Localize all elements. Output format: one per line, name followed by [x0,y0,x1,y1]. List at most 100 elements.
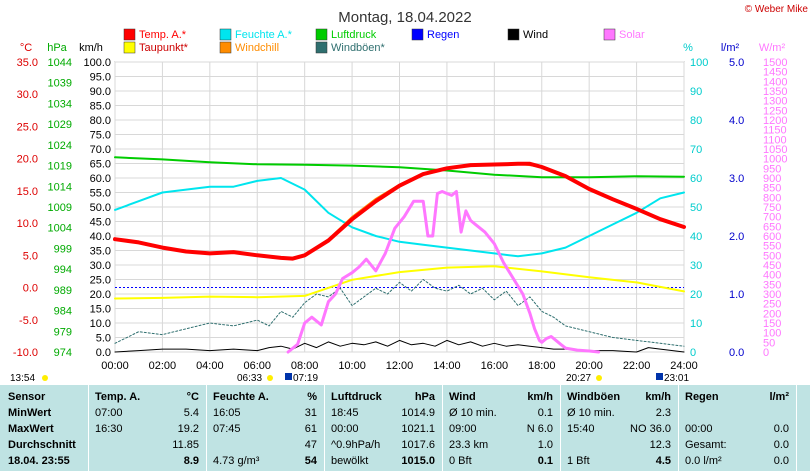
pressure-time: ^0.9hPa/h [331,439,381,451]
wind-value: 0.1 [537,407,553,419]
rain-time: 00:00 [685,423,713,435]
legend-label: Solar [619,29,645,41]
temp-tick-label: -5.0 [19,315,38,327]
time-left-label: 13:54 [10,373,35,384]
pressure-tick-label: 999 [54,243,72,255]
header-temp-unit: °C [186,391,199,403]
temp-value: 11.85 [172,439,199,451]
legend-swatch [315,41,328,54]
solar-tick-label: 950 [763,163,781,175]
wind-unit-label: km/h [79,42,103,54]
solar-tick-label: 1450 [763,67,787,79]
series-line [114,177,685,258]
wind-tick-label: 10.0 [90,318,111,330]
x-tick-label: 14:00 [433,360,461,372]
sunrise-icon [285,373,292,380]
wind-tick-label: 70.0 [90,144,111,156]
wind-tick-label: 0.0 [96,347,111,359]
humidity-tick-label: 10 [690,318,702,330]
humidity-tick-label: 0 [690,347,696,359]
rain-tick-label: 0.0 [729,347,744,359]
sun-icon [42,375,48,381]
pressure-tick-label: 989 [54,285,72,297]
sun-icon [596,375,602,381]
solar-tick-label: 1200 [763,115,787,127]
pressure-tick-label: 1029 [48,119,72,131]
solar-tick-label: 1500 [763,57,787,69]
wind-tick-label: 40.0 [90,231,111,243]
wind-tick-label: 95.0 [90,72,111,84]
rain-tick-label: 4.0 [729,115,744,127]
x-tick-label: 20:00 [575,360,603,372]
legend-label: Feuchte A.* [235,29,293,41]
temp-tick-label: 25.0 [17,121,38,133]
sun-markers: 13:54 06:33 07:19 20:27 23:01 [10,373,689,384]
temp-time: 16:30 [95,423,123,435]
solar-tick-label: 1400 [763,76,787,88]
x-tick-label: 08:00 [291,360,319,372]
wind-tick-label: 60.0 [90,173,111,185]
wind-tick-label: 65.0 [90,159,111,171]
rain-tick-label: 1.0 [729,289,744,301]
header-gust: Windböen [567,391,621,403]
header-rain-unit: l/m² [769,391,789,403]
humidity-tick-label: 30 [690,260,702,272]
rain-time: Gesamt: [685,439,727,451]
humidity-tick-label: 40 [690,231,702,243]
chart-series [113,156,686,354]
series-line [114,156,685,179]
pressure-tick-label: 1009 [48,202,72,214]
solar-tick-label: 1000 [763,154,787,166]
temp-value: 19.2 [177,423,199,435]
wind-tick-label: 20.0 [90,289,111,301]
humidity-tick-label: 90 [690,86,702,98]
legend-swatch [219,41,232,54]
solar-tick-label: 750 [763,202,781,214]
pressure-tick-label: 1014 [48,181,72,193]
solar-tick-label: 150 [763,318,781,330]
temp-tick-label: -10.0 [13,347,38,359]
header-temp: Temp. A. [95,391,141,403]
legend-swatch [315,28,328,41]
temp-tick-label: 0.0 [23,283,38,295]
wind-time: 09:00 [449,423,477,435]
row-label: MaxWert [8,423,54,435]
header-humidity-unit: % [307,391,317,403]
solar-tick-label: 900 [763,173,781,185]
legend-label: Temp. A.* [139,29,187,41]
pressure-unit-label: hPa [47,42,67,54]
solar-tick-label: 1050 [763,144,787,156]
pressure-value: 1015.0 [401,455,435,467]
pressure-tick-label: 1024 [48,140,72,152]
solar-tick-label: 350 [763,279,781,291]
solar-tick-label: 1300 [763,96,787,108]
wind-tick-label: 30.0 [90,260,111,272]
temp-time: 07:00 [95,407,123,419]
row-label: Durchschnitt [8,439,76,451]
x-tick-label: 16:00 [481,360,509,372]
temp-value: 5.4 [183,407,199,419]
pressure-tick-label: 1034 [48,98,72,110]
pressure-tick-label: 994 [54,264,72,276]
solar-tick-label: 500 [763,250,781,262]
chart-grid [114,61,685,353]
copyright-label: © Weber Mike [745,4,809,15]
humidity-time: 07:45 [213,423,241,435]
wind-tick-label: 80.0 [90,115,111,127]
chart-axes: 35.0 30.0 25.0 20.0 15.0 10.0 5.0 0.0 -5.0 -10.0 1… [13,57,788,359]
solar-tick-label: 0 [763,347,769,359]
solar-tick-label: 1150 [763,125,787,137]
rain-value: 0.0 [773,423,789,435]
pressure-time: bewölkt [331,455,369,467]
chart-title: Montag, 18.04.2022 [338,9,471,26]
header-gust-unit: km/h [645,391,671,403]
wind-value: 0.1 [537,455,553,467]
wind-tick-label: 85.0 [90,101,111,113]
legend-swatch [411,28,424,41]
solar-tick-label: 250 [763,299,781,311]
wind-time: 23.3 km [449,439,489,451]
header-rain: Regen [685,391,719,403]
header-wind-unit: km/h [527,391,553,403]
pressure-tick-label: 984 [54,306,72,318]
header-sensor: Sensor [8,391,46,403]
